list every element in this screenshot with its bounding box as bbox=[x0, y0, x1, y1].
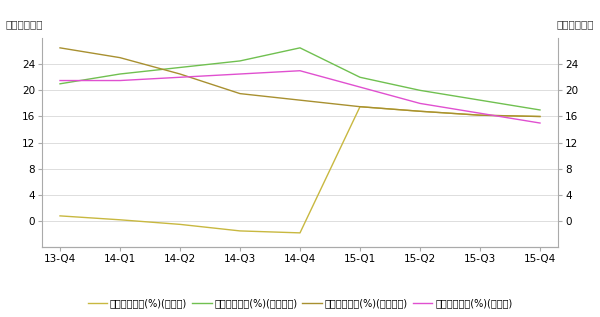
净资产收益率(%)(一心堂) bbox=[116, 218, 124, 222]
净资产收益率(%)(老百姓) bbox=[56, 79, 64, 82]
净资产收益率(%)(一心堂) bbox=[296, 231, 304, 235]
净资产收益率(%)(老百姓) bbox=[416, 101, 424, 105]
净资产收益率(%)(老百姓) bbox=[176, 75, 184, 79]
净资产收益率(%)(一心堂) bbox=[416, 109, 424, 113]
净资产收益率(%)(老百姓) bbox=[296, 69, 304, 73]
净资产收益率(%)(老百姓) bbox=[536, 121, 544, 125]
净资产收益率(%)(益丰药房) bbox=[416, 88, 424, 92]
净资产收益率(%)(益丰药房) bbox=[476, 98, 484, 102]
净资产收益率(%)(益丰药房) bbox=[296, 46, 304, 50]
净资产收益率(%)(海王星辰) bbox=[176, 72, 184, 76]
净资产收益率(%)(老百姓) bbox=[476, 111, 484, 115]
净资产收益率(%)(一心堂) bbox=[356, 105, 364, 109]
净资产收益率(%)(海王星辰) bbox=[356, 105, 364, 109]
Text: 净资产收益率: 净资产收益率 bbox=[557, 20, 594, 30]
净资产收益率(%)(老百姓) bbox=[356, 85, 364, 89]
净资产收益率(%)(益丰药房) bbox=[236, 59, 244, 63]
Text: 净资产收益率: 净资产收益率 bbox=[6, 20, 43, 30]
净资产收益率(%)(海王星辰) bbox=[236, 92, 244, 95]
Line: 净资产收益率(%)(一心堂): 净资产收益率(%)(一心堂) bbox=[60, 107, 540, 233]
净资产收益率(%)(海王星辰) bbox=[536, 115, 544, 119]
净资产收益率(%)(益丰药房) bbox=[176, 66, 184, 69]
净资产收益率(%)(一心堂) bbox=[236, 229, 244, 233]
净资产收益率(%)(益丰药房) bbox=[116, 72, 124, 76]
净资产收益率(%)(海王星辰) bbox=[416, 109, 424, 113]
Line: 净资产收益率(%)(海王星辰): 净资产收益率(%)(海王星辰) bbox=[60, 48, 540, 117]
Legend: 净资产收益率(%)(一心堂), 净资产收益率(%)(益丰药房), 净资产收益率(%)(海王星辰), 净资产收益率(%)(老百姓): 净资产收益率(%)(一心堂), 净资产收益率(%)(益丰药房), 净资产收益率(… bbox=[84, 294, 516, 312]
净资产收益率(%)(一心堂) bbox=[536, 115, 544, 119]
净资产收益率(%)(海王星辰) bbox=[296, 98, 304, 102]
净资产收益率(%)(益丰药房) bbox=[56, 82, 64, 86]
净资产收益率(%)(一心堂) bbox=[56, 214, 64, 218]
净资产收益率(%)(海王星辰) bbox=[116, 56, 124, 60]
净资产收益率(%)(海王星辰) bbox=[56, 46, 64, 50]
Line: 净资产收益率(%)(老百姓): 净资产收益率(%)(老百姓) bbox=[60, 71, 540, 123]
净资产收益率(%)(益丰药房) bbox=[356, 75, 364, 79]
净资产收益率(%)(一心堂) bbox=[176, 223, 184, 226]
净资产收益率(%)(海王星辰) bbox=[476, 113, 484, 117]
Line: 净资产收益率(%)(益丰药房): 净资产收益率(%)(益丰药房) bbox=[60, 48, 540, 110]
净资产收益率(%)(老百姓) bbox=[116, 79, 124, 82]
净资产收益率(%)(一心堂) bbox=[476, 113, 484, 117]
净资产收益率(%)(老百姓) bbox=[236, 72, 244, 76]
净资产收益率(%)(益丰药房) bbox=[536, 108, 544, 112]
